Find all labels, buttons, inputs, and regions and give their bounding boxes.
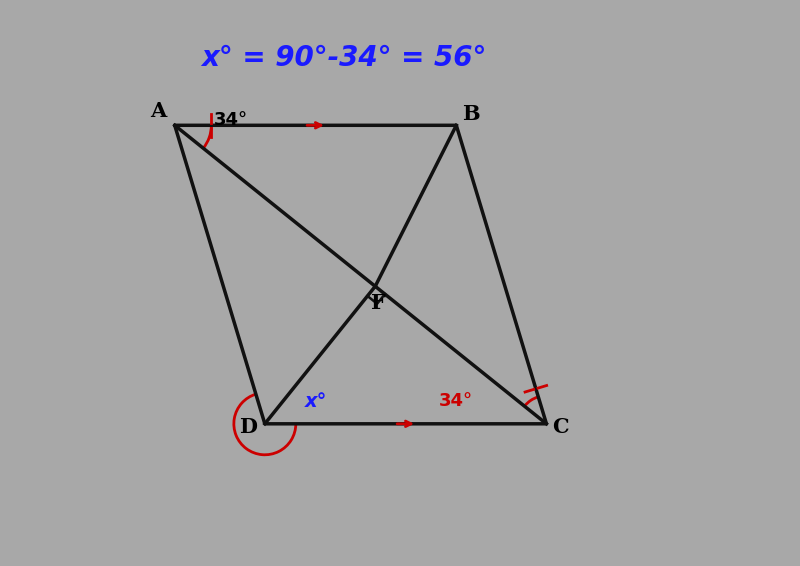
Text: x° = 90°-34° = 56°: x° = 90°-34° = 56° [201, 44, 486, 72]
Text: C: C [552, 417, 569, 436]
Text: D: D [239, 417, 257, 436]
Text: 34°: 34° [214, 111, 248, 128]
Text: x°: x° [304, 392, 326, 411]
Text: B: B [462, 104, 479, 124]
Text: 34°: 34° [439, 392, 474, 410]
Text: F: F [370, 293, 386, 313]
Text: A: A [150, 101, 166, 121]
